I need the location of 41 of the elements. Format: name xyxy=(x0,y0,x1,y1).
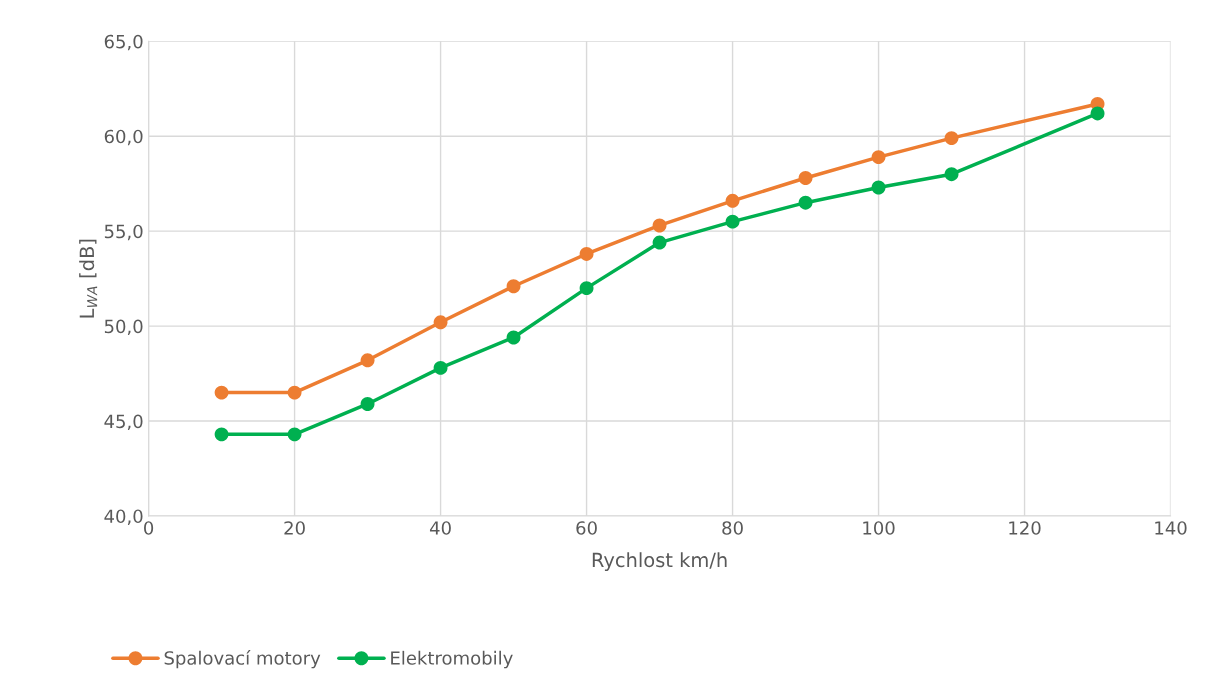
point xyxy=(871,180,886,195)
point xyxy=(506,330,521,345)
point xyxy=(287,427,302,442)
point xyxy=(944,167,959,182)
y-tick-label: 45,0 xyxy=(104,414,143,431)
y-tick-label: 55,0 xyxy=(104,224,143,241)
point xyxy=(944,131,959,146)
point xyxy=(725,193,740,208)
point xyxy=(579,247,594,261)
y-tick-label: 50,0 xyxy=(104,319,143,336)
x-tick-label: 140 xyxy=(1155,521,1187,535)
point xyxy=(871,150,886,165)
y-tick-label: 65,0 xyxy=(104,34,143,51)
point xyxy=(725,214,740,229)
x-tick-label: 60 xyxy=(576,521,597,535)
y-axis-title: L$_{WA}$ [dB] xyxy=(79,239,98,318)
point xyxy=(433,360,448,375)
x-tick-label: 40 xyxy=(429,521,451,535)
point xyxy=(360,353,375,368)
point xyxy=(506,279,521,294)
y-tick-label: 60,0 xyxy=(104,129,143,146)
x-tick-label: 100 xyxy=(863,521,895,535)
legend-label: Spalovací motory xyxy=(164,650,321,669)
x-tick-label: 20 xyxy=(284,521,305,535)
x-tick-label: 120 xyxy=(1009,521,1041,535)
point xyxy=(579,281,594,296)
point xyxy=(287,385,302,400)
point xyxy=(214,427,229,442)
x-axis-title: Rychlost km/h xyxy=(592,552,727,572)
point xyxy=(360,397,375,411)
point xyxy=(798,171,813,185)
point xyxy=(214,385,229,400)
point xyxy=(652,235,667,250)
point xyxy=(798,195,813,210)
point xyxy=(652,218,667,233)
x-tick-label: 0 xyxy=(144,521,154,535)
point xyxy=(433,315,448,330)
legend-label: Elektromobily xyxy=(391,650,513,669)
x-tick-label: 80 xyxy=(722,521,743,535)
point xyxy=(1090,106,1105,121)
y-tick-label: 40,0 xyxy=(104,509,143,525)
